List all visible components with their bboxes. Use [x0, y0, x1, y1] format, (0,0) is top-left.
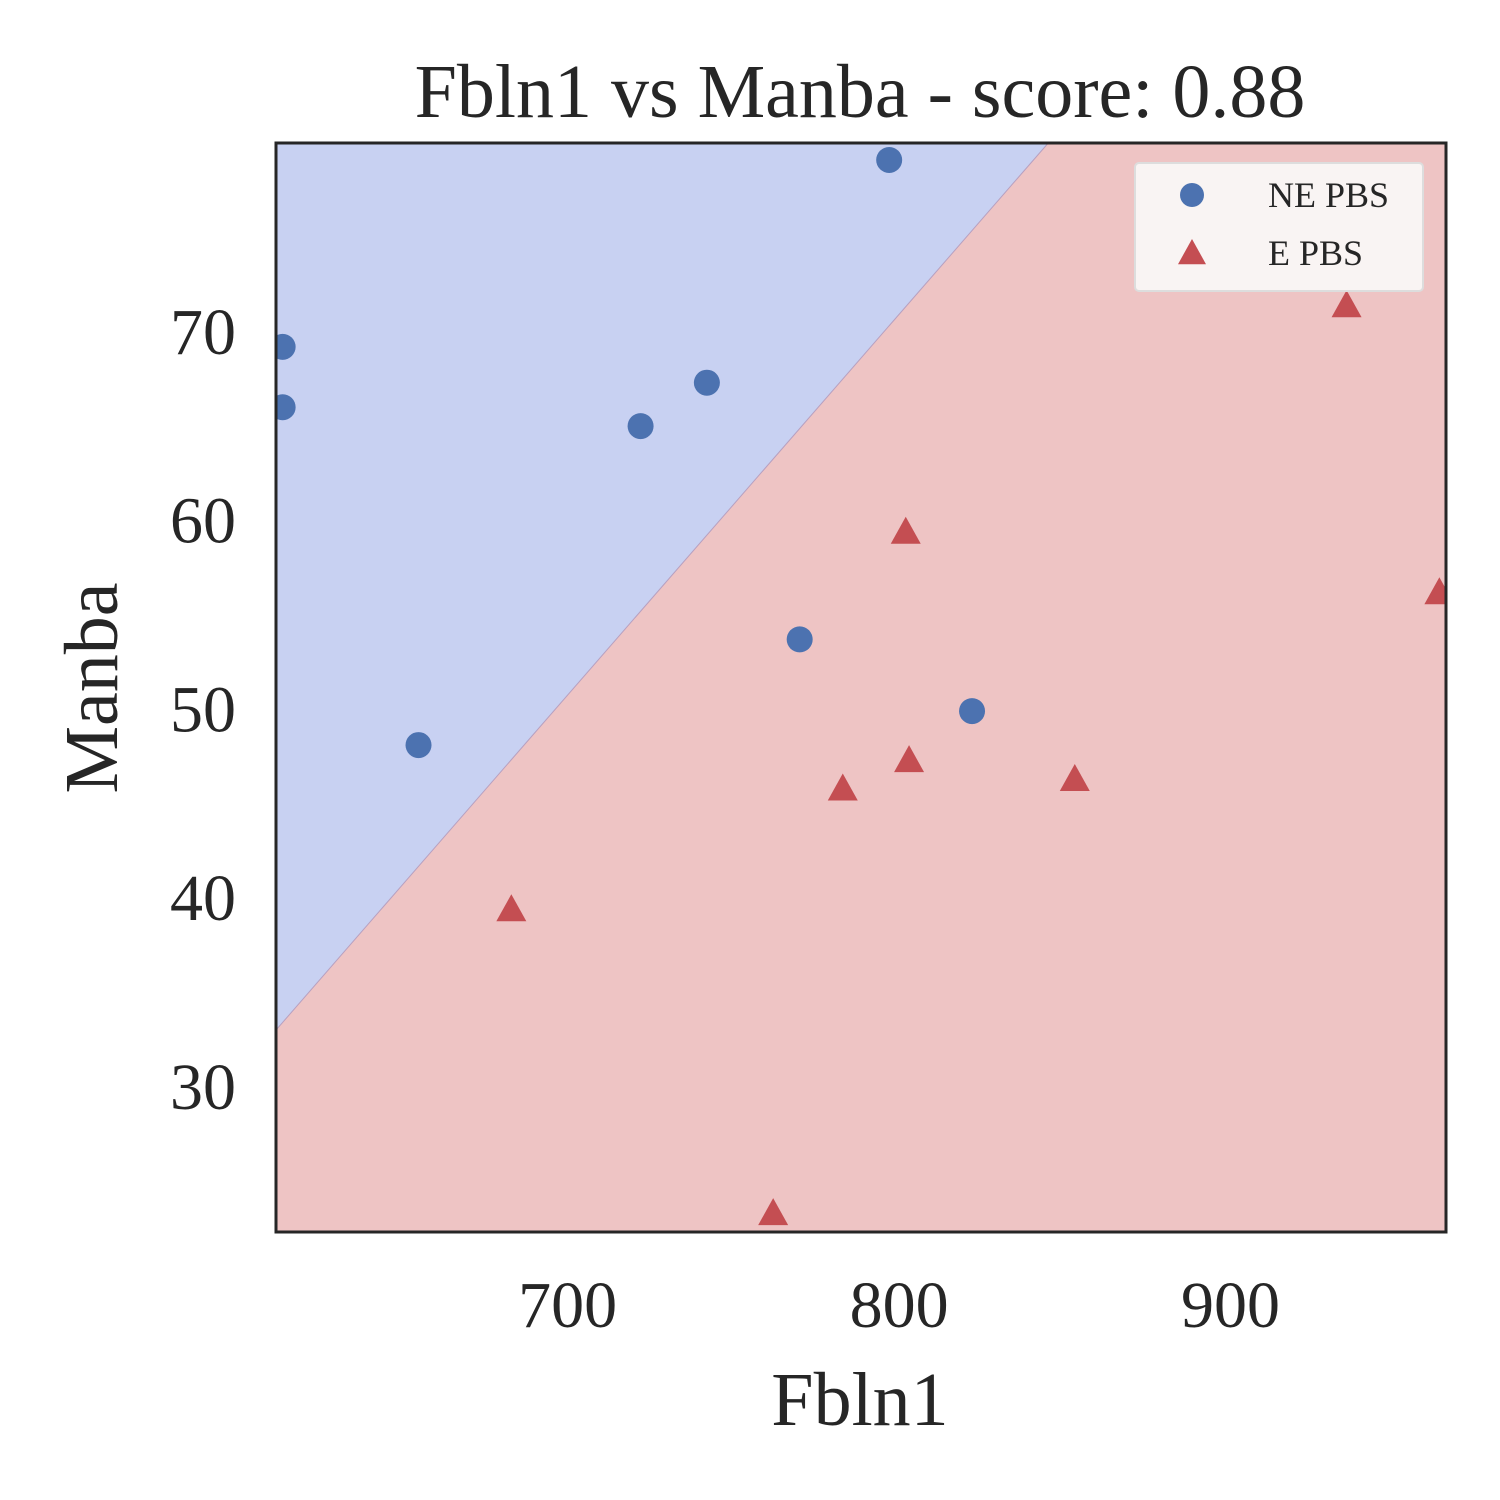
y-axis-label: Manba — [50, 582, 134, 793]
legend-marker-e-pbs — [1178, 239, 1206, 265]
point-ne-pbs — [959, 698, 986, 725]
point-e-pbs — [1059, 764, 1090, 792]
point-e-pbs — [890, 516, 921, 544]
point-ne-pbs — [276, 333, 296, 360]
point-ne-pbs — [405, 732, 432, 759]
point-ne-pbs — [876, 146, 903, 173]
plot-area — [274, 141, 1448, 1234]
data-points — [276, 146, 1446, 1226]
y-ticks: 30 40 50 60 70 — [170, 296, 236, 1124]
x-axis-label: Fbln1 — [771, 1358, 948, 1442]
x-tick-label: 800 — [850, 1269, 949, 1342]
axes-frame — [274, 141, 1448, 1234]
y-tick-label: 70 — [170, 296, 236, 369]
y-tick-label: 50 — [170, 673, 236, 746]
point-e-pbs — [1424, 577, 1446, 605]
legend-label: E PBS — [1268, 233, 1363, 273]
y-tick-label: 60 — [170, 485, 236, 558]
legend-marker-ne-pbs — [1180, 183, 1204, 207]
x-tick-label: 700 — [518, 1269, 617, 1342]
y-tick-label: 40 — [170, 862, 236, 935]
point-e-pbs — [827, 773, 858, 801]
x-tick-label: 900 — [1181, 1269, 1280, 1342]
point-e-pbs — [1331, 290, 1362, 318]
legend-label: NE PBS — [1268, 175, 1389, 215]
point-ne-pbs — [786, 626, 813, 653]
y-tick-label: 30 — [170, 1051, 236, 1124]
chart-title: Fbln1 vs Manba - score: 0.88 — [415, 50, 1306, 134]
point-ne-pbs — [276, 394, 296, 421]
legend-box — [1134, 162, 1424, 292]
point-e-pbs — [496, 894, 527, 922]
point-ne-pbs — [627, 413, 654, 440]
decision-boundary — [276, 143, 1049, 1031]
x-ticks: 700 800 900 — [518, 1269, 1280, 1342]
point-e-pbs — [894, 745, 925, 773]
legend: NE PBS E PBS — [1134, 162, 1424, 292]
point-ne-pbs — [693, 369, 720, 396]
point-e-pbs — [758, 1198, 789, 1226]
